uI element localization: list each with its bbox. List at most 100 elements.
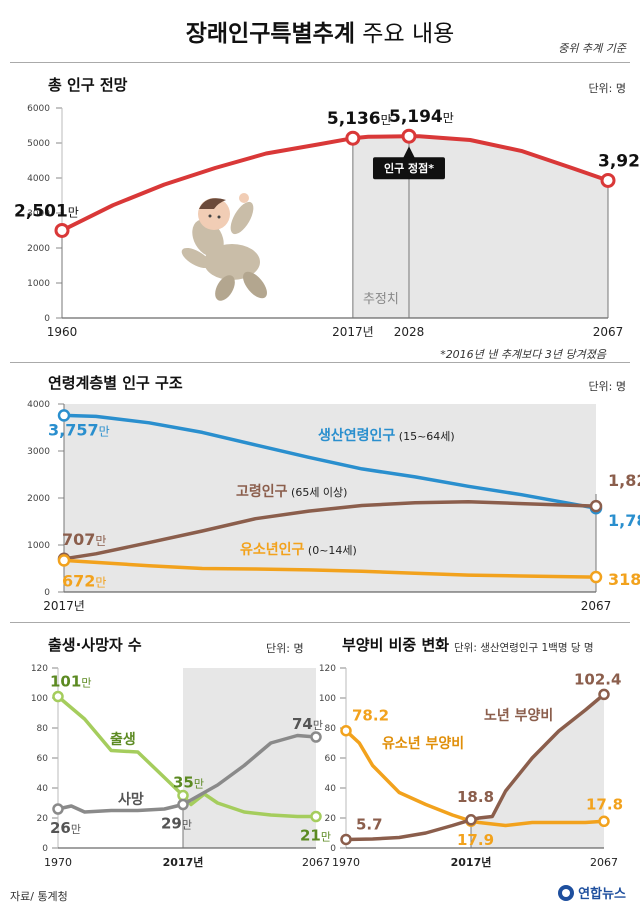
- total-ytick-label: 3000: [27, 209, 50, 219]
- label-elderly-start: 707만: [62, 530, 106, 549]
- total-xtick-label: 1960: [47, 325, 78, 339]
- projection-shade: [471, 694, 604, 848]
- age-ytick-label: 1000: [27, 541, 50, 551]
- total-xtick-label: 2017년: [332, 325, 374, 339]
- label-births-end-number: 21: [300, 827, 321, 845]
- label-working-start-unit: 만: [99, 424, 110, 438]
- label-deaths-end: 74만: [292, 715, 323, 733]
- series-label-youth-dep: 유소년 부양비: [382, 736, 464, 752]
- label-elderly-start-number: 707: [62, 530, 95, 549]
- label-births-start-unit: 만: [81, 677, 91, 690]
- label-births-start-number: 101: [50, 673, 81, 691]
- births-series-point: [177, 789, 189, 802]
- series-label-elderly-dep: 노년 부양비: [484, 708, 553, 724]
- age-series-point: [589, 499, 603, 513]
- dependency-ytick-label: 100: [319, 694, 336, 704]
- total-marker-point: [345, 130, 361, 146]
- total-marker-point: [54, 222, 70, 238]
- label-births-2017-number: 35: [173, 774, 194, 792]
- projection-shade: [64, 404, 596, 592]
- baby-leg: [215, 275, 235, 301]
- label-births-end: 21만: [300, 827, 331, 845]
- page-title: 장래인구특별추계 주요 내용: [185, 21, 455, 47]
- label-deaths-start-number: 26: [50, 819, 71, 837]
- label-2028-number: 5,194: [389, 107, 443, 127]
- section-title-total: 총 인구 전망: [48, 76, 128, 94]
- label-2067: 3,929만: [598, 151, 640, 171]
- total-marker-point: [600, 172, 616, 188]
- label-deaths-start: 26만: [50, 819, 81, 837]
- total-marker-point: [401, 128, 417, 144]
- births-ytick-label: 80: [37, 724, 49, 734]
- label-2017: 5,136만: [327, 109, 392, 129]
- births-ytick-label: 0: [42, 844, 48, 854]
- callout-pointer: [402, 146, 415, 159]
- baby-illustration: [181, 193, 267, 301]
- basis-note: 중위 추계 기준: [558, 42, 626, 55]
- label-births-end-unit: 만: [321, 831, 331, 844]
- label-2028: 5,194만: [389, 107, 454, 127]
- label-births-2017-unit: 만: [194, 778, 204, 791]
- label-births-start: 101만: [50, 673, 91, 691]
- dependency-ytick-label: 20: [325, 814, 337, 824]
- label-working-end: 1,784만: [608, 511, 640, 530]
- label-1960: 2,501만: [14, 201, 79, 221]
- label-youth-dep-2017: 17.9: [457, 831, 494, 849]
- series-label-youth-text: 유소년인구: [240, 541, 305, 558]
- dependency-xtick-label: 1970: [332, 856, 360, 869]
- label-2017-unit: 만: [381, 113, 392, 127]
- dependency-xtick-label: 2067: [590, 856, 618, 869]
- label-deaths-end-unit: 만: [313, 719, 323, 732]
- age-series-point: [589, 570, 603, 584]
- age-series-point: [57, 409, 71, 422]
- dependency-series-point: [598, 688, 610, 701]
- births-xtick-label: 2017년: [163, 855, 204, 869]
- age-series-line: [63, 500, 597, 561]
- dependency-ytick-label: 40: [325, 784, 337, 794]
- births-xtick-label: 1970: [44, 856, 72, 869]
- label-2028-unit: 만: [443, 111, 454, 125]
- label-elderly-dep-2017: 18.8: [457, 788, 494, 806]
- total-population-line: [61, 134, 609, 233]
- series-label-working: 생산연령인구 (15~64세): [318, 427, 455, 444]
- births-ytick-label: 20: [37, 814, 49, 824]
- divider: [10, 62, 630, 63]
- births-ytick-label: 100: [31, 694, 48, 704]
- dependency-series-point: [340, 833, 352, 846]
- footnote-total: *2016년 낸 추계보다 3년 당겨졌음: [440, 348, 606, 361]
- projection-shade: [352, 136, 608, 318]
- births-ytick-label: 120: [31, 664, 48, 674]
- logo-icon: [558, 884, 575, 901]
- series-label-elderly-text: 고령인구: [236, 483, 288, 500]
- births-ytick-label: 40: [37, 784, 49, 794]
- baby-hand: [239, 193, 249, 203]
- label-1960-number: 2,501: [14, 201, 68, 221]
- label-births-2017: 35만: [173, 774, 204, 792]
- label-working-start: 3,757만: [48, 420, 110, 439]
- dependency-ytick-label: 0: [330, 844, 336, 854]
- age-ytick-label: 4000: [27, 400, 50, 410]
- label-elderly-dep-end: 102.4: [574, 670, 621, 688]
- births-series-point: [310, 731, 322, 743]
- label-youth-start-number: 672: [62, 571, 95, 590]
- section-title-births: 출생·사망자 수: [48, 636, 142, 654]
- births-series-line: [56, 695, 316, 819]
- total-ytick-label: 5000: [27, 139, 50, 149]
- source-note: 자료/ 통계청: [10, 890, 68, 903]
- label-youth-start: 672만: [62, 571, 106, 590]
- total-ytick-label: 4000: [27, 174, 50, 184]
- age-xtick-label: 2017년: [43, 599, 85, 613]
- series-label-working-text: 생산연령인구: [318, 427, 395, 444]
- total-ytick-label: 0: [44, 314, 50, 324]
- callout-box: [372, 157, 445, 180]
- series-label-deaths: 사망: [118, 791, 144, 808]
- yonhap-logo: 연합뉴스: [558, 883, 626, 902]
- label-elderly-start-unit: 만: [95, 534, 106, 548]
- divider: [10, 622, 630, 623]
- series-label-youth-range: (0~14세): [304, 544, 356, 557]
- label-deaths-2017-unit: 만: [182, 819, 192, 832]
- baby-arm: [230, 201, 254, 235]
- label-working-start-number: 3,757: [48, 420, 99, 439]
- label-deaths-2017: 29만: [161, 815, 192, 833]
